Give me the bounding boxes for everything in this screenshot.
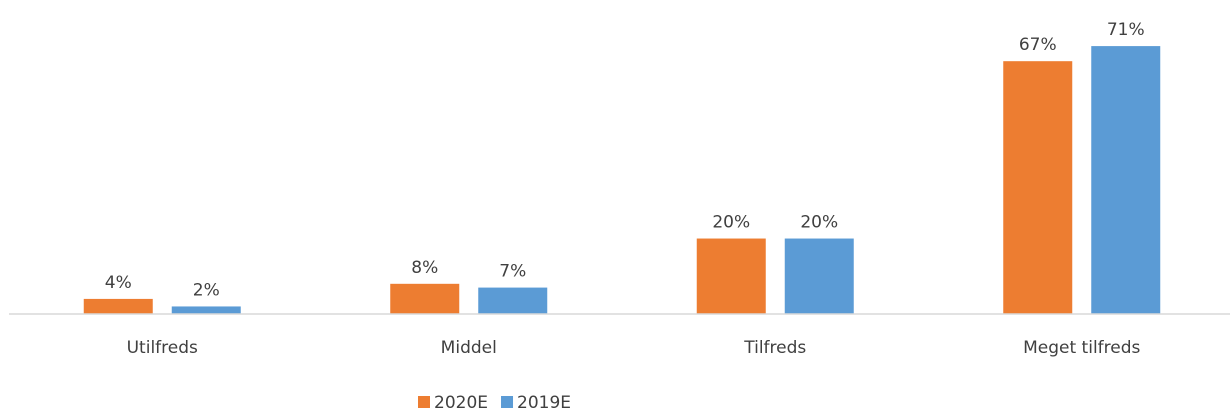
data-label: 2% (193, 280, 220, 300)
bar (696, 238, 766, 314)
bar (171, 306, 241, 314)
bar (1003, 61, 1073, 314)
x-tick-label: Meget tilfreds (1023, 338, 1140, 358)
x-tick-label: Middel (441, 338, 497, 358)
data-label: 20% (712, 213, 750, 233)
bar (1091, 46, 1161, 315)
data-label: 4% (105, 273, 132, 293)
data-label: 20% (800, 213, 838, 233)
bar (784, 238, 854, 314)
legend-label: 2020E (434, 393, 488, 412)
data-label: 67% (1019, 35, 1057, 55)
x-tick-label: Utilfreds (127, 338, 198, 358)
bar (83, 298, 153, 314)
legend-swatch (418, 396, 430, 408)
data-label: 8% (411, 258, 438, 278)
bar (390, 283, 460, 314)
legend-label: 2019E (517, 393, 571, 412)
bar (478, 287, 548, 314)
data-label: 7% (499, 262, 526, 282)
data-label: 71% (1107, 20, 1145, 40)
x-tick-label: Tilfreds (743, 338, 806, 358)
legend-swatch (501, 396, 514, 408)
